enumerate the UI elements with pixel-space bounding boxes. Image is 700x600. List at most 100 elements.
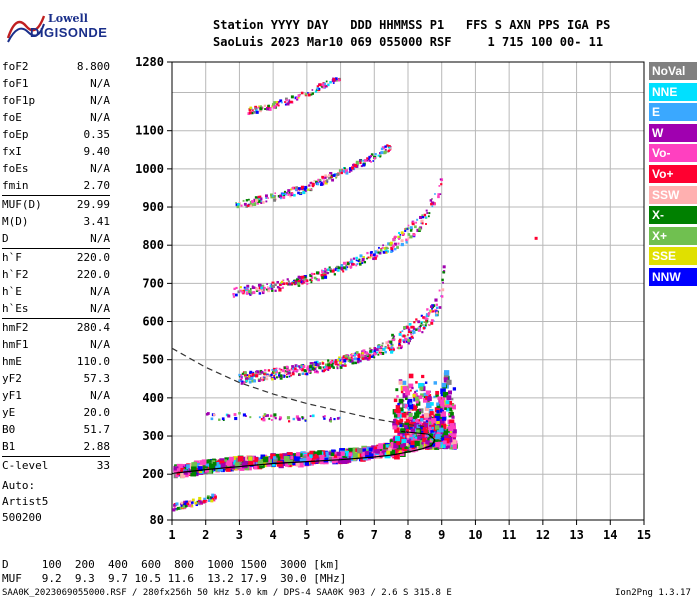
- echo-point: [415, 328, 418, 331]
- echo-point: [409, 434, 413, 438]
- echo-point: [211, 460, 216, 464]
- echo-point: [406, 435, 410, 439]
- echo-point: [412, 221, 415, 223]
- echo-point: [261, 291, 265, 295]
- echo-point: [407, 424, 413, 430]
- echo-point: [387, 247, 389, 250]
- echo-point: [397, 237, 401, 240]
- echo-point: [409, 235, 413, 239]
- echo-point: [446, 445, 450, 449]
- echo-point: [271, 281, 275, 285]
- echo-point: [425, 440, 430, 445]
- echo-point: [243, 381, 246, 384]
- echo-point: [441, 278, 444, 282]
- echo-point: [365, 353, 369, 357]
- echo-point: [414, 432, 419, 437]
- echo-point: [393, 443, 399, 449]
- echo-point: [345, 171, 349, 175]
- echo-point: [442, 281, 444, 284]
- echo-point: [258, 105, 261, 108]
- echo-point: [252, 371, 255, 374]
- echo-point: [274, 192, 277, 195]
- echo-point: [390, 350, 394, 354]
- echo-point: [446, 379, 452, 385]
- echo-point: [349, 359, 352, 362]
- echo-point: [246, 374, 249, 377]
- x-tick-label: 11: [502, 528, 516, 542]
- echo-point: [316, 370, 319, 374]
- echo-point: [357, 259, 360, 263]
- echo-point: [301, 280, 304, 284]
- echo-point: [343, 450, 350, 456]
- echo-point: [215, 464, 219, 468]
- echo-point: [423, 415, 428, 421]
- echo-point: [262, 376, 265, 379]
- echo-point: [430, 319, 434, 322]
- echo-point: [415, 400, 419, 404]
- echo-point: [175, 507, 177, 510]
- echo-point: [344, 169, 349, 173]
- echo-point: [282, 286, 284, 289]
- echo-point: [306, 365, 310, 369]
- echo-point: [428, 393, 432, 397]
- echo-point: [435, 390, 439, 395]
- echo-point: [180, 473, 186, 479]
- echo-point: [336, 367, 339, 370]
- echo-point: [295, 186, 298, 189]
- echo-point: [407, 407, 410, 410]
- echo-point: [261, 376, 264, 380]
- echo-point: [330, 175, 333, 178]
- echo-point: [393, 242, 397, 246]
- echo-point: [439, 418, 445, 425]
- echo-point: [434, 298, 438, 302]
- echo-point: [306, 282, 309, 285]
- echo-point: [291, 282, 294, 285]
- parameter-value: 0.35: [83, 128, 111, 141]
- parameter-row: yF2 57.3: [2, 370, 110, 387]
- echo-point: [426, 402, 432, 409]
- echo-point: [267, 197, 269, 199]
- echo-point: [427, 313, 430, 316]
- echo-point: [421, 215, 425, 219]
- echo-point: [438, 427, 444, 433]
- parameter-row: foE N/A: [2, 109, 110, 126]
- echo-point: [288, 375, 291, 378]
- echo-point: [212, 462, 217, 466]
- echo-point: [237, 290, 241, 294]
- echo-point: [398, 436, 405, 443]
- parameter-value: N/A: [90, 302, 110, 315]
- echo-point: [341, 169, 344, 172]
- echo-point: [278, 288, 282, 292]
- header-line-1: Station YYYY DAY DDD HHMMSS P1 FFS S AXN…: [213, 18, 611, 32]
- parameter-value: N/A: [90, 94, 110, 107]
- echo-point: [432, 304, 436, 307]
- echo-point: [287, 189, 291, 193]
- echo-point: [335, 176, 337, 179]
- echo-point: [280, 280, 284, 284]
- echo-point: [336, 363, 338, 366]
- echo-point: [236, 205, 240, 209]
- echo-point: [310, 188, 313, 191]
- echo-point: [344, 454, 349, 459]
- header-line-2: SaoLuis 2023 Mar10 069 055000 RSF 1 715 …: [213, 35, 604, 49]
- echo-point: [187, 504, 190, 507]
- echo-point: [253, 286, 256, 289]
- echo-point: [448, 426, 454, 432]
- echo-point: [417, 435, 422, 440]
- echo-point: [400, 345, 404, 348]
- echo-point: [325, 175, 329, 178]
- echo-point: [283, 282, 286, 286]
- echo-point: [299, 453, 304, 458]
- echo-point: [308, 184, 311, 187]
- echo-point: [327, 368, 330, 371]
- echo-point: [427, 324, 430, 326]
- echo-point: [180, 467, 185, 473]
- echo-point: [329, 417, 332, 419]
- echo-point: [404, 415, 409, 421]
- y-tick-label: 80: [150, 513, 164, 527]
- echo-point: [333, 273, 337, 276]
- echo-point: [296, 98, 299, 101]
- y-tick-label: 700: [142, 276, 164, 290]
- echo-point: [238, 373, 241, 377]
- echo-point: [251, 285, 254, 288]
